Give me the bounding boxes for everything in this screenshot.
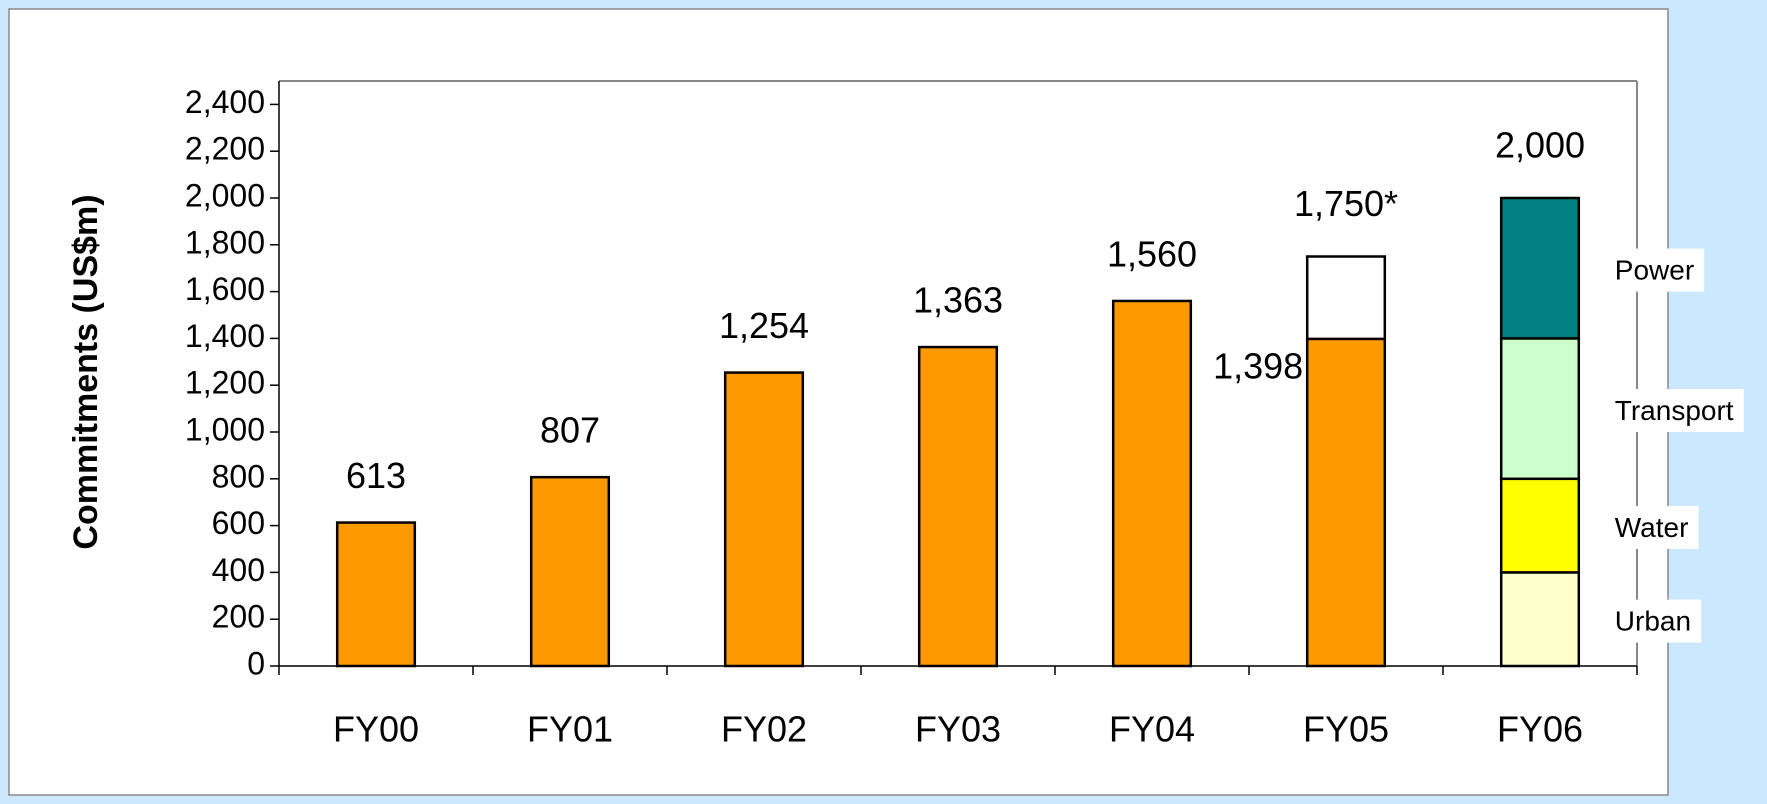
y-tick-label: 1,000 <box>185 411 265 447</box>
bar-segment <box>1305 337 1387 668</box>
value-label: 1,560 <box>1107 233 1197 274</box>
bar-segment <box>1305 255 1387 341</box>
value-label: 613 <box>346 455 406 496</box>
segment-label-box <box>1604 599 1702 643</box>
bar-segment <box>1499 571 1581 668</box>
bar-segment <box>529 475 611 668</box>
value-label: 1,398 <box>1213 345 1303 386</box>
chart-panel <box>8 8 1669 796</box>
x-tick-label: FY06 <box>1497 709 1583 750</box>
y-tick-label: 2,400 <box>185 84 265 120</box>
x-tick-label: FY02 <box>721 709 807 750</box>
value-label: 807 <box>540 410 600 451</box>
y-axis-title: Commitments (US$m) <box>67 194 105 549</box>
x-tick-label: FY05 <box>1303 709 1389 750</box>
total-label: 1,750* <box>1294 183 1398 224</box>
y-tick-label: 0 <box>247 645 265 681</box>
value-label: 1,254 <box>719 305 809 346</box>
total-label: 2,000 <box>1495 125 1585 166</box>
y-tick-label: 2,200 <box>185 131 265 167</box>
y-tick-label: 1,200 <box>185 365 265 401</box>
bar-segment <box>1499 337 1581 481</box>
y-tick-label: 1,800 <box>185 224 265 260</box>
segment-label: Power <box>1615 255 1694 286</box>
y-tick-label: 200 <box>212 599 265 635</box>
x-tick-label: FY01 <box>527 709 613 750</box>
x-tick-label: FY00 <box>333 709 419 750</box>
bar-segment <box>335 521 417 668</box>
bar-segment <box>1111 299 1193 668</box>
value-label: 1,363 <box>913 280 1003 321</box>
segment-label-box <box>1604 388 1744 432</box>
bar-segment <box>1499 196 1581 340</box>
y-tick-label: 1,600 <box>185 271 265 307</box>
x-tick-label: FY03 <box>915 709 1001 750</box>
bar-segment <box>917 345 999 668</box>
segment-label: Urban <box>1615 606 1691 637</box>
segment-label-box <box>1604 505 1699 549</box>
y-tick-label: 800 <box>212 458 265 494</box>
x-tick-label: FY04 <box>1109 709 1195 750</box>
y-tick-label: 400 <box>212 552 265 588</box>
y-tick-label: 600 <box>212 505 265 541</box>
y-tick-label: 1,400 <box>185 318 265 354</box>
bar-segment <box>723 371 805 668</box>
segment-label: Water <box>1615 512 1689 543</box>
y-tick-label: 2,000 <box>185 177 265 213</box>
segment-label: Transport <box>1615 395 1734 426</box>
segment-label-box <box>1604 248 1705 292</box>
bar-segment <box>1499 477 1581 574</box>
